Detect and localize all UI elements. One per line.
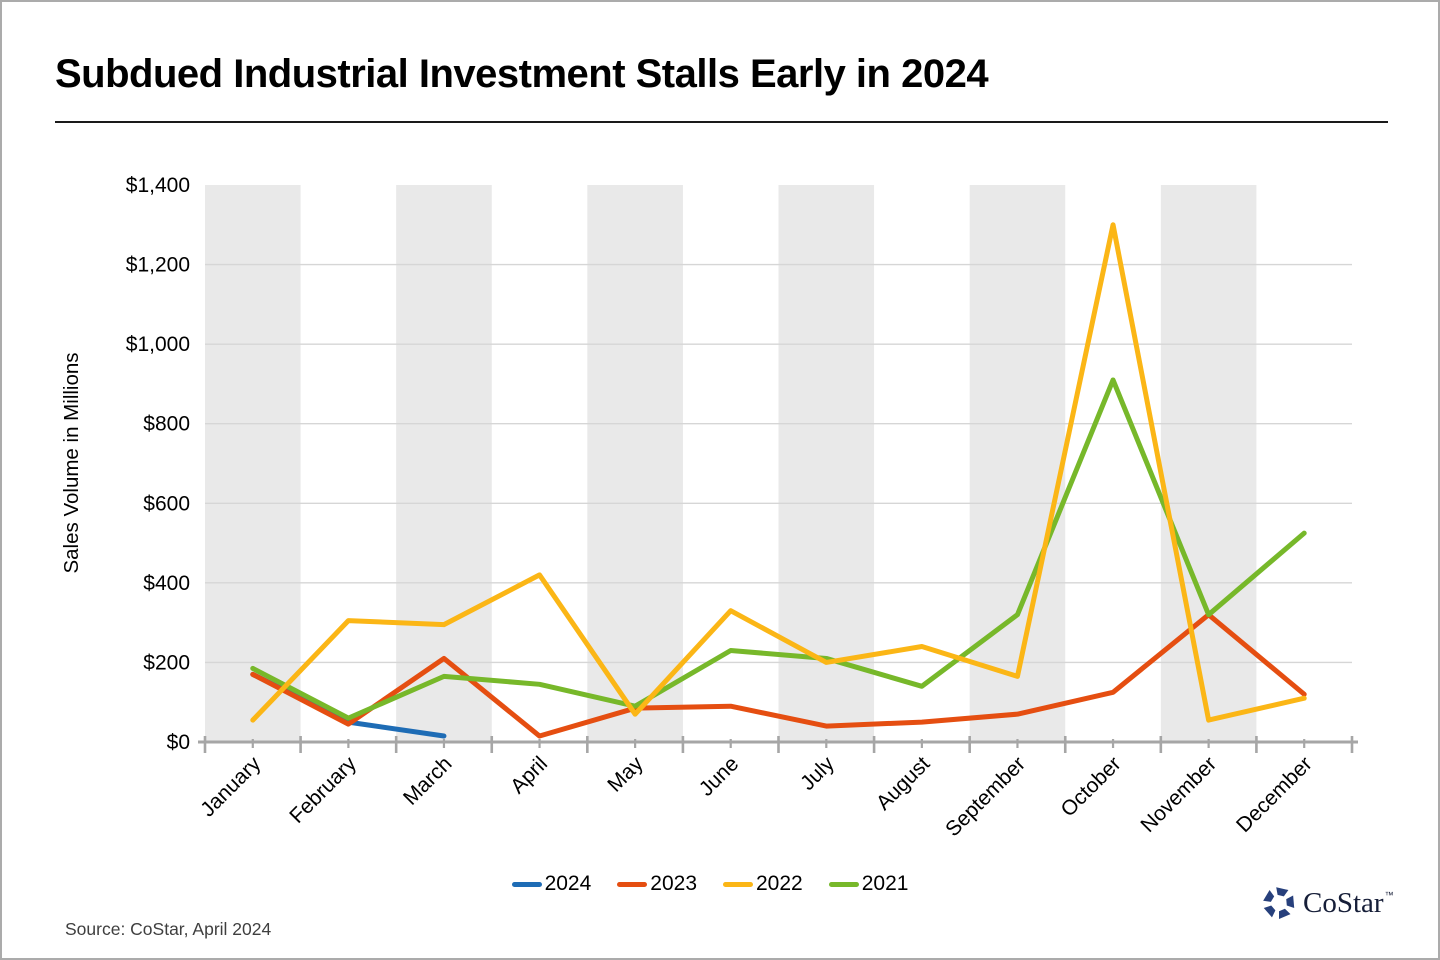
y-tick-label: $0 [167, 731, 190, 754]
x-tick-label: December [1232, 752, 1317, 837]
legend-item-2021: 2021 [828, 872, 909, 896]
costar-trademark: ™ [1384, 889, 1394, 900]
x-tick-label: November [1136, 752, 1221, 837]
costar-pinwheel-icon [1263, 887, 1295, 919]
legend-label-2022: 2022 [756, 872, 803, 895]
x-tick-label: February [285, 752, 361, 828]
chart-legend: 2024 2023 2022 2021 [2, 872, 1430, 896]
legend-item-2022: 2022 [723, 872, 803, 896]
legend-item-2023: 2023 [617, 872, 697, 896]
line-2023 [250, 612, 1307, 739]
legend-label-2024: 2024 [544, 872, 592, 895]
y-tick-label: $600 [143, 492, 190, 515]
legend-swatch-2023-icon [617, 881, 648, 887]
pinwheel-segment [1263, 905, 1276, 918]
line-2021 [250, 377, 1307, 721]
y-tick-label: $400 [143, 572, 190, 595]
source-note: Source: CoStar, April 2024 [65, 919, 272, 939]
x-tick-label: April [506, 752, 552, 798]
y-tick-label: $800 [143, 413, 190, 436]
legend-label-2023: 2023 [650, 872, 697, 895]
title-divider [55, 121, 1388, 123]
legend-swatch-2021-icon [828, 881, 859, 887]
legend-swatch-2022-icon [723, 881, 753, 887]
x-tick-label: May [603, 752, 648, 797]
line-2022 [250, 222, 1307, 723]
y-axis-title: Sales Volume in Millions [60, 352, 83, 573]
x-tick-label: June [695, 752, 743, 800]
legend-swatch-2024-icon [511, 881, 542, 887]
x-tick-label: July [796, 752, 839, 795]
plot-band-january [205, 185, 301, 742]
costar-logo: CoStar™ [1262, 886, 1394, 920]
y-tick-label: $1,000 [126, 333, 190, 356]
legend-label-2021: 2021 [861, 872, 909, 895]
x-tick-label: August [872, 752, 935, 815]
plot-band-november [1160, 185, 1257, 742]
pinwheel-segment [1279, 908, 1291, 919]
x-tick-label: October [1056, 752, 1125, 821]
pinwheel-segment [1263, 890, 1275, 902]
legend-item-2024: 2024 [511, 872, 592, 896]
x-tick-label: September [941, 752, 1030, 841]
x-tick-label: January [196, 752, 265, 821]
pinwheel-segment [1286, 895, 1295, 908]
plot-band-july [778, 185, 875, 742]
y-tick-label: $200 [143, 651, 190, 674]
plot-band-may [587, 185, 683, 742]
x-tick-label: March [399, 752, 457, 810]
plot-band-march [396, 185, 492, 742]
page-title: Subdued Industrial Investment Stalls Ear… [55, 52, 989, 96]
pinwheel-segment [1276, 887, 1289, 897]
costar-logo-text: CoStar™ [1303, 886, 1394, 919]
y-tick-label: $1,400 [126, 174, 190, 197]
plot-band-september [969, 185, 1066, 742]
y-tick-label: $1,200 [126, 254, 190, 277]
